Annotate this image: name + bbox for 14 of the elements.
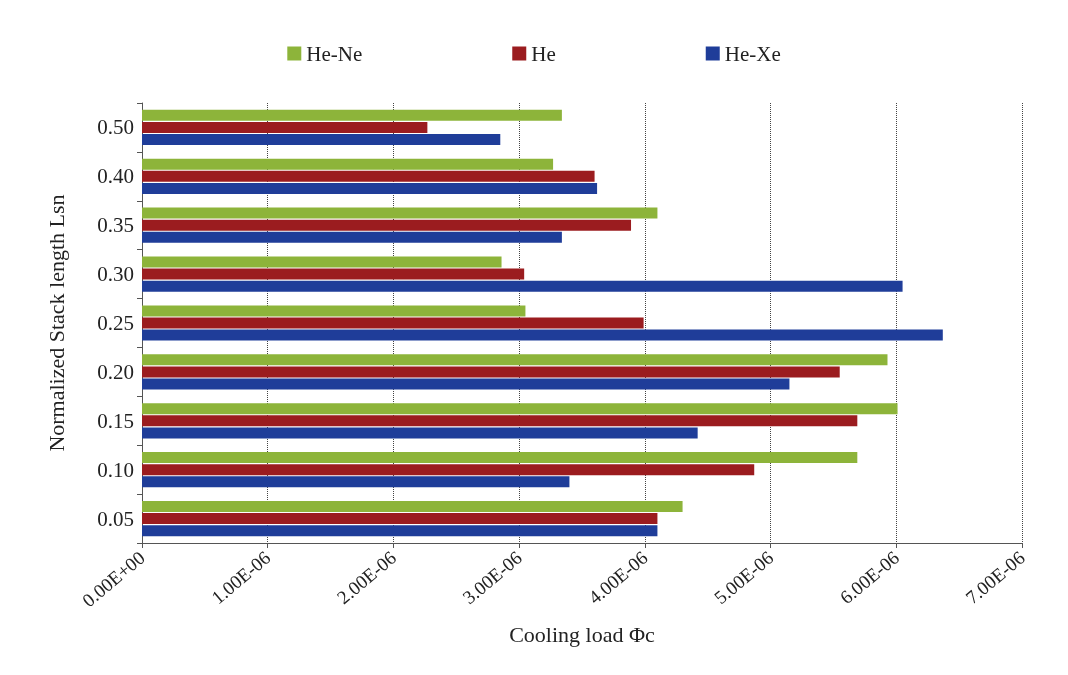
legend-label: He-Xe [724, 41, 781, 66]
y-tick-label: 0.20 [97, 359, 134, 384]
y-tick-label: 0.50 [97, 115, 134, 140]
y-tick-label: 0.40 [97, 164, 134, 189]
x-axis-title: Cooling load Φc [509, 621, 656, 647]
y-tick-label: 0.15 [97, 408, 134, 433]
y-tick-label: 0.35 [97, 213, 134, 238]
legend-label: He-Ne [306, 41, 363, 66]
legend-label: He [531, 41, 556, 66]
y-tick-label: 0.30 [97, 262, 134, 287]
y-tick-label: 0.05 [97, 506, 134, 531]
y-tick-label: 0.10 [97, 457, 134, 482]
y-tick-label: 0.25 [97, 311, 134, 335]
y-axis-title: Normalized Stack length Lsn [43, 194, 69, 452]
